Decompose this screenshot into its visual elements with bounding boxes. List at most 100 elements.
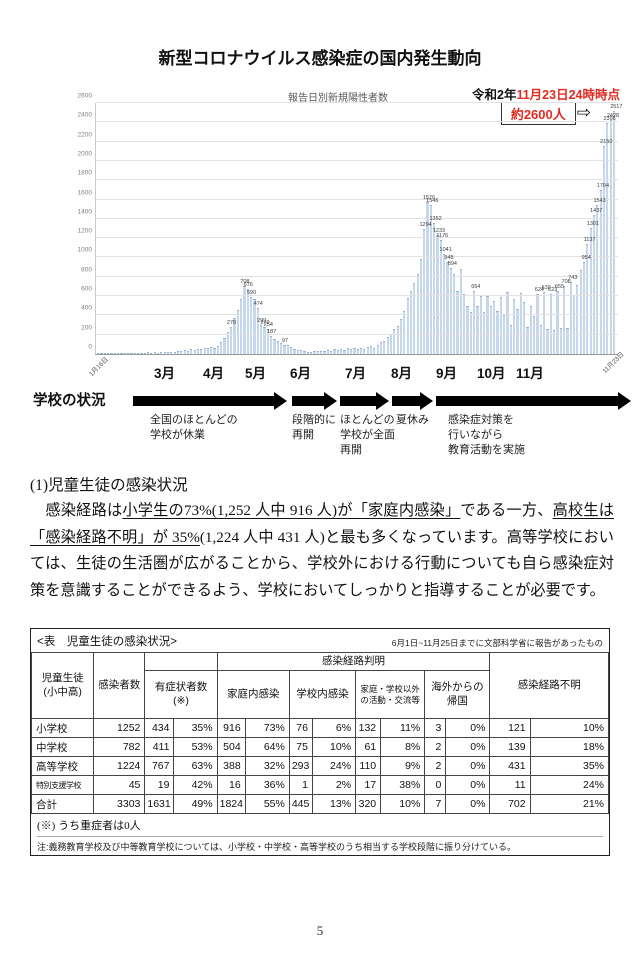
- report-date: 令和2年11月23日24時時点: [472, 84, 620, 103]
- case-bar: [283, 344, 286, 354]
- case-bar: [176, 350, 180, 354]
- gridline: [96, 198, 618, 200]
- cell-value: 0%: [445, 794, 491, 814]
- case-bar: [606, 122, 609, 354]
- case-bar: [110, 353, 113, 354]
- bar-value-label: 1437: [590, 208, 603, 215]
- cell-value: 38%: [380, 775, 426, 795]
- cell-value: 0%: [445, 737, 491, 757]
- bar-value-label: 894: [447, 260, 457, 267]
- case-bar: [226, 331, 230, 354]
- bar-value-label: 1294: [419, 222, 432, 229]
- case-bar: [163, 352, 166, 354]
- case-bar: [389, 333, 393, 354]
- y-axis-tick-label: 2600: [77, 92, 92, 100]
- timeline-month-label: 4月: [203, 366, 225, 381]
- case-bar: [469, 312, 472, 354]
- row-label: 合計: [30, 794, 95, 814]
- case-bar: [493, 300, 496, 354]
- paragraph-segment: (1,224 人中 431 人)と最も多くなっています。高等学校においては、生徒…: [30, 528, 614, 599]
- case-bar: [97, 353, 100, 354]
- case-bar: [409, 290, 413, 354]
- timeline-month-label: 10月: [477, 366, 506, 381]
- row-label: 高等学校: [30, 756, 95, 776]
- case-bar: [416, 273, 419, 354]
- bar-value-label: 2150: [600, 139, 613, 146]
- case-bar: [103, 353, 106, 354]
- col-header-empty: [144, 652, 218, 671]
- cell-value: 388: [216, 756, 246, 776]
- gridline: [96, 275, 618, 277]
- case-bar: [359, 347, 363, 354]
- case-bar: [429, 204, 433, 354]
- school-status-label: 学校の状況: [33, 393, 106, 409]
- bar-value-label: 279: [260, 320, 270, 327]
- cell-value: 0%: [445, 756, 491, 776]
- case-bar: [246, 288, 249, 354]
- case-bar: [123, 353, 126, 354]
- right-arrow-icon: ⇨: [576, 103, 591, 123]
- bar-value-label: 2517: [610, 104, 623, 111]
- case-bar: [576, 284, 579, 354]
- table-row: 特別支援学校 45 19 42% 16 36% 1 2% 17 38% 0 0% 11 24%: [30, 775, 610, 795]
- cell-value: 49%: [173, 794, 218, 814]
- bar-value-label: 590: [247, 290, 257, 297]
- case-bar: [519, 292, 522, 354]
- case-bar: [156, 352, 160, 354]
- case-bar: [336, 350, 339, 354]
- case-bar: [210, 347, 213, 354]
- cell-value: 75: [288, 737, 313, 757]
- cell-value: 63%: [173, 756, 218, 776]
- cell-value: 11: [489, 775, 531, 795]
- timeline-arrow: [436, 391, 631, 410]
- cell-value: 8%: [380, 737, 426, 757]
- cell-value: 121: [489, 718, 531, 738]
- case-bar: [419, 259, 423, 354]
- table-notes: (※) うち重症者は0人 注:義務教育学校及び中等教育学校については、小学校・中…: [31, 814, 609, 855]
- col-header-other-activity: 家庭・学校以外 の活動・交流等: [355, 670, 426, 719]
- paragraph-segment: である一方、: [460, 502, 553, 519]
- case-bar: [523, 301, 526, 354]
- bar-value-label: 1301: [586, 221, 600, 228]
- y-axis-tick-label: 0: [88, 343, 92, 351]
- case-bar: [190, 349, 193, 354]
- case-bar: [150, 352, 153, 354]
- case-bar: [596, 205, 599, 354]
- y-axis-tick-label: 200: [81, 324, 92, 332]
- y-axis-tick-label: 800: [81, 266, 92, 274]
- case-bar: [296, 349, 299, 354]
- cell-value: 293: [288, 756, 313, 776]
- table-row: 小学校 1252 434 35% 916 73% 76 6% 132 11% 3 0% 121 10%: [30, 718, 610, 738]
- col-header-cases: 感染者数: [93, 652, 146, 719]
- cell-value: 132: [355, 718, 382, 738]
- row-label: 中学校: [30, 737, 95, 757]
- cell-value: 1: [288, 775, 313, 795]
- case-bar: [280, 343, 283, 354]
- table-row: 合計 3303 1631 49% 1824 55% 445 13% 320 10% 7 0% 702 21…: [30, 794, 610, 814]
- table-row: 中学校 782 411 53% 504 64% 75 10% 61 8% 2 0% 139 18%: [30, 737, 610, 757]
- timeline-note: ほとんどの 学校が全面 再開: [340, 414, 395, 456]
- cell-value: 42%: [173, 775, 218, 795]
- case-bar: [206, 348, 210, 354]
- case-bar: [532, 316, 536, 354]
- timeline-note: 夏休み: [396, 414, 429, 426]
- cell-value: 55%: [244, 794, 290, 814]
- bar-value-label: 1352: [429, 216, 442, 223]
- case-bar: [566, 327, 569, 354]
- case-bar: [333, 349, 336, 354]
- cell-value: 45: [93, 775, 146, 795]
- col-header-home: 家庭内感染: [216, 670, 290, 719]
- case-bar: [479, 295, 482, 354]
- case-bar: [186, 350, 190, 354]
- case-bar: [183, 350, 186, 354]
- case-bar: [572, 294, 576, 354]
- case-bar: [529, 306, 532, 354]
- case-bar: [449, 267, 453, 354]
- chart-plot: 約2600人 ⇨ 1月16日 11月23日 0 200 400 600 800 1000 1…: [78, 93, 626, 378]
- cell-value: 13%: [311, 794, 357, 814]
- timeline-arrow: [392, 391, 433, 410]
- case-bar: [223, 337, 226, 354]
- bar-value-label: 299: [257, 318, 267, 325]
- case-bar: [160, 352, 163, 354]
- cell-value: 504: [216, 737, 246, 757]
